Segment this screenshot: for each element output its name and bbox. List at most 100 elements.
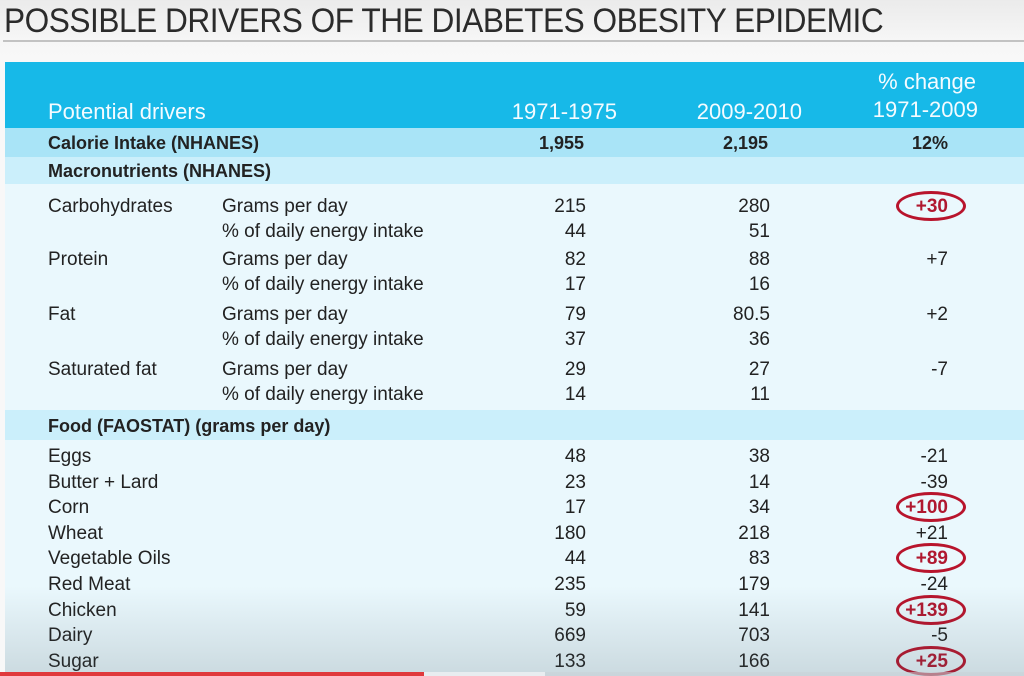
value-1971: 82 (564, 249, 586, 270)
value-1971: 44 (564, 221, 586, 242)
calorie-band (5, 128, 1024, 157)
header-change-range: 1971-2009 (872, 97, 978, 122)
value-1971: 180 (554, 523, 586, 544)
food-row: Red Meat 235 179 -24 (5, 572, 1024, 598)
highlight-circle-annotation (896, 492, 966, 522)
food-label: Sugar (48, 651, 99, 672)
calorie-value-2009: 2,195 (722, 133, 768, 153)
percent-change: +7 (926, 249, 948, 270)
percent-change: -39 (920, 472, 948, 493)
value-2009: 88 (748, 249, 770, 270)
value-2009: 83 (748, 548, 770, 569)
value-1971: 17 (564, 274, 586, 295)
slide-title: POSSIBLE DRIVERS OF THE DIABETES OBESITY… (4, 2, 884, 40)
value-1971: 44 (564, 548, 586, 569)
value-1971: 29 (564, 359, 586, 380)
value-2009: 34 (748, 497, 770, 518)
measure-label: % of daily energy intake (222, 274, 424, 295)
value-1971: 79 (564, 304, 586, 325)
percent-change: -21 (920, 446, 948, 467)
title-divider (3, 40, 1024, 42)
macro-row: % of daily energy intake 14 11 (5, 382, 1024, 408)
highlight-circle-annotation (896, 543, 966, 573)
food-label: Chicken (48, 600, 117, 621)
macro-row: % of daily energy intake 17 16 (5, 272, 1024, 298)
macro-row: Fat Grams per day 79 80.5 +2 (5, 302, 1024, 328)
food-label: Dairy (48, 625, 93, 646)
value-1971: 235 (554, 574, 586, 595)
value-1971: 669 (554, 625, 586, 646)
value-2009: 51 (748, 221, 770, 242)
value-1971: 37 (564, 329, 586, 350)
percent-change: -24 (920, 574, 948, 595)
percent-change: -7 (931, 359, 948, 380)
food-row: Chicken 59 141 +139 (5, 595, 1024, 625)
value-1971: 215 (554, 196, 586, 217)
food-row: Wheat 180 218 +21 (5, 521, 1024, 547)
value-2009: 14 (748, 472, 770, 493)
food-label: Vegetable Oils (48, 548, 171, 569)
food-label: Eggs (48, 446, 92, 467)
food-section-row: Food (FAOSTAT) (grams per day) (5, 413, 1024, 439)
header-period-2009-2010: 2009-2010 (696, 99, 802, 124)
header-period-1971-1975: 1971-1975 (511, 99, 617, 124)
food-label: Butter + Lard (48, 472, 159, 493)
nutrient-label: Saturated fat (48, 359, 157, 380)
food-row: Vegetable Oils 44 83 +89 (5, 543, 1024, 573)
measure-label: % of daily energy intake (222, 221, 424, 242)
macro-section-band (5, 157, 1024, 184)
value-2009: 36 (748, 329, 770, 350)
video-progress-bar[interactable] (0, 672, 1024, 676)
nutrient-label: Fat (48, 304, 76, 325)
value-2009: 38 (748, 446, 770, 467)
value-1971: 17 (564, 497, 586, 518)
calorie-label: Calorie Intake (NHANES) (48, 133, 260, 153)
value-1971: 14 (564, 384, 586, 405)
percent-change: +21 (915, 523, 948, 544)
macro-row: % of daily energy intake 37 36 (5, 327, 1024, 353)
value-2009: 27 (748, 359, 770, 380)
nutrient-label: Protein (48, 249, 109, 270)
percent-change: -5 (931, 625, 948, 646)
measure-label: % of daily energy intake (222, 384, 424, 405)
video-played-segment[interactable] (0, 672, 424, 676)
calorie-value-1971: 1,955 (538, 133, 584, 153)
percent-change: +2 (926, 304, 948, 325)
value-2009: 703 (738, 625, 770, 646)
value-2009: 179 (738, 574, 770, 595)
food-row: Corn 17 34 +100 (5, 492, 1024, 522)
calorie-intake-row: Calorie Intake (NHANES) 1,955 2,195 12% (5, 130, 1024, 156)
macro-row: Carbohydrates Grams per day 215 280 +30 (5, 191, 1024, 221)
measure-label: Grams per day (222, 359, 348, 380)
food-row: Dairy 669 703 -5 (5, 623, 1024, 649)
value-2009: 11 (750, 384, 770, 405)
calorie-change: 12% (911, 133, 948, 153)
highlight-circle-annotation (896, 595, 966, 625)
table-header: Potential drivers 1971-1975 2009-2010 % … (5, 62, 1024, 128)
macro-row: Saturated fat Grams per day 29 27 -7 (5, 357, 1024, 383)
value-2009: 280 (738, 196, 770, 217)
food-row: Butter + Lard 23 14 -39 (5, 470, 1024, 496)
value-1971: 48 (564, 446, 586, 467)
value-2009: 141 (738, 600, 770, 621)
food-label: Corn (48, 497, 90, 518)
highlight-circle-annotation (896, 191, 966, 221)
measure-label: Grams per day (222, 304, 348, 325)
measure-label: Grams per day (222, 196, 348, 217)
food-row: Eggs 48 38 -21 (5, 444, 1024, 470)
value-1971: 23 (564, 472, 586, 493)
macro-row: Protein Grams per day 82 88 +7 (5, 247, 1024, 273)
drivers-table: Potential drivers 1971-1975 2009-2010 % … (5, 62, 1024, 676)
macro-row: % of daily energy intake 44 51 (5, 219, 1024, 245)
macro-section-row: Macronutrients (NHANES) (5, 158, 1024, 184)
header-percent-change: % change (878, 69, 976, 94)
measure-label: Grams per day (222, 249, 348, 270)
value-1971: 133 (554, 651, 586, 672)
nutrient-label: Carbohydrates (48, 196, 173, 217)
measure-label: % of daily energy intake (222, 329, 424, 350)
value-2009: 166 (738, 651, 770, 672)
macro-section-title: Macronutrients (NHANES) (48, 161, 272, 181)
value-2009: 218 (738, 523, 770, 544)
food-label: Red Meat (48, 574, 131, 595)
value-1971: 59 (564, 600, 586, 621)
